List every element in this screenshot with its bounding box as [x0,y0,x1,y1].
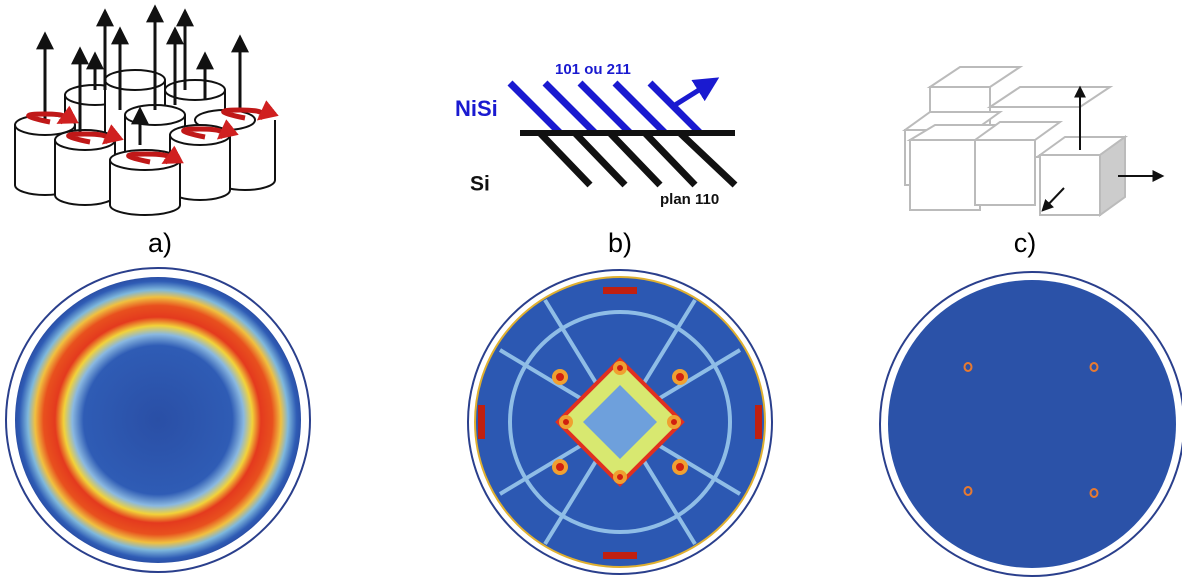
panel-label: a) [148,228,172,258]
pole-figure-a [5,267,311,573]
epitaxy-sketch: 101 ou 211 NiSi Si plan 110 [455,61,738,208]
substrate-label: Si [470,173,490,196]
film-planes: 101 ou 211 [555,61,631,78]
crystal-sketch [901,66,1165,217]
fiber-texture-sketch [14,4,279,216]
pole-figure-b [467,269,773,575]
pole-figure-c [879,271,1182,577]
panel-label: b) [608,228,632,258]
film-label: NiSi [455,96,498,121]
panel-label: c) [1014,228,1037,258]
substrate-planes: plan 110 [660,191,719,208]
